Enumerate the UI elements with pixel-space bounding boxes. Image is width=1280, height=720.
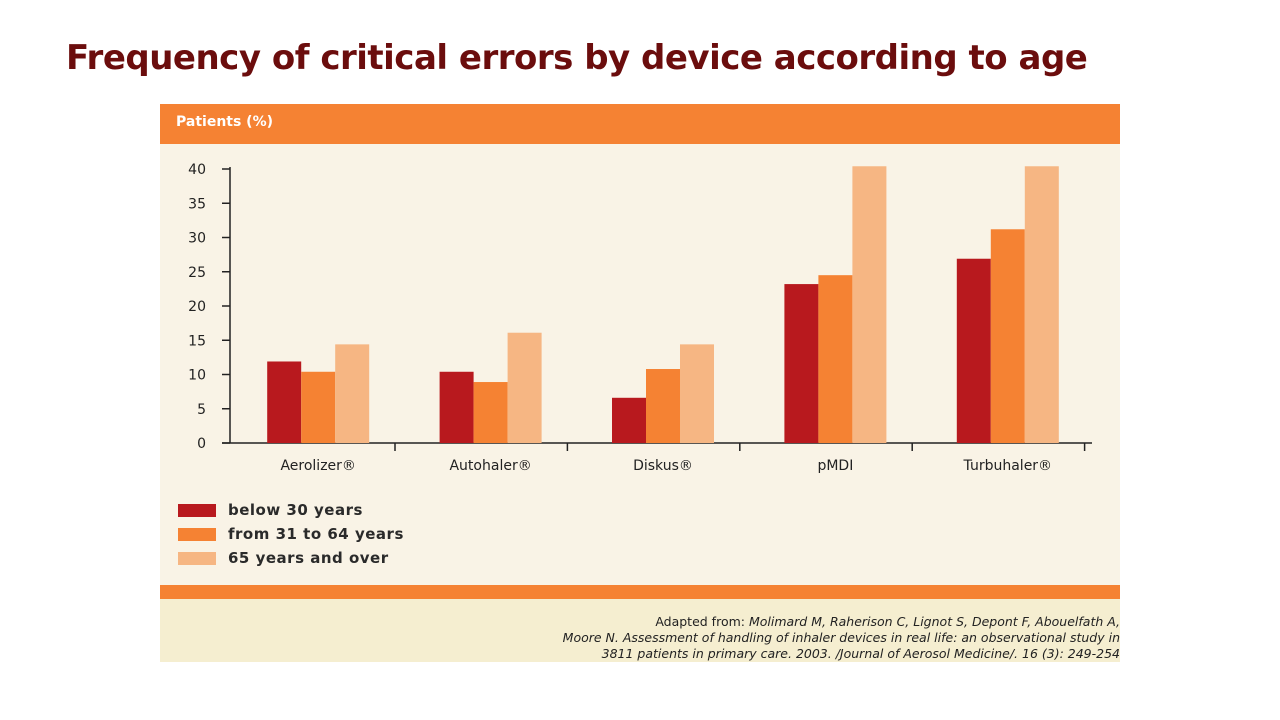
- y-tick-label: 20: [188, 299, 206, 315]
- bar-0-1: [301, 371, 336, 443]
- bar-3-0: [784, 284, 819, 443]
- bar-2-1: [646, 369, 680, 443]
- x-tick-label: Aerolizer®: [280, 458, 355, 474]
- footer-band: [160, 585, 1120, 599]
- slide-title: Frequency of critical errors by device a…: [66, 38, 1088, 78]
- bar-2-0: [612, 397, 646, 443]
- source-lead: Adapted from:: [655, 614, 749, 629]
- bar-1-2: [507, 332, 542, 443]
- bar-0-0: [267, 361, 302, 443]
- y-tick-label: 10: [188, 368, 206, 384]
- y-tick-label: 0: [197, 436, 206, 452]
- legend-label: from 31 to 64 years: [228, 525, 404, 543]
- x-tick-label: pMDI: [817, 458, 853, 474]
- y-tick-label: 40: [188, 162, 206, 178]
- y-tick-label: 35: [188, 196, 206, 212]
- bar-2-2: [680, 344, 714, 443]
- legend-swatch: [178, 527, 216, 541]
- bar-4-0: [956, 258, 991, 443]
- legend-swatch: [178, 551, 216, 565]
- bar-1-1: [473, 382, 508, 443]
- y-axis-label: Patients (%): [176, 114, 274, 130]
- legend: below 30 years from 31 to 64 years 65 year…: [178, 498, 404, 570]
- y-tick-label: 15: [188, 333, 206, 349]
- legend-swatch: [178, 503, 216, 517]
- bar-4-2: [1024, 166, 1059, 443]
- bar-4-1: [990, 229, 1025, 443]
- y-tick-label: 30: [188, 231, 206, 247]
- legend-item: 65 years and over: [178, 546, 404, 570]
- x-tick-label: Diskus®: [633, 458, 693, 474]
- source-line-1: Molimard M, Raherison C, Lignot S, Depon…: [748, 614, 1120, 629]
- legend-item: below 30 years: [178, 498, 404, 522]
- y-tick-label: 25: [188, 265, 206, 281]
- footer-area: [160, 599, 1120, 662]
- source-citation: Adapted from: Molimard M, Raherison C, L…: [220, 614, 1120, 662]
- chart-header-band: Patients (%): [160, 104, 1120, 144]
- source-line-2: Moore N. Assessment of handling of inhal…: [562, 630, 1120, 645]
- source-line-3: 3811 patients in primary care. 2003. /Jo…: [601, 646, 1120, 661]
- bar-0-2: [335, 344, 370, 443]
- legend-label: 65 years and over: [228, 549, 389, 567]
- bar-1-0: [439, 371, 474, 443]
- legend-item: from 31 to 64 years: [178, 522, 404, 546]
- x-tick-label: Turbuhaler®: [963, 458, 1053, 474]
- chart-panel: Patients (%) 0 5 10 15 20 25 30 35 40 Aerolizer® A…: [160, 104, 1120, 662]
- bar-3-1: [818, 275, 853, 443]
- bar-3-2: [852, 166, 887, 443]
- bar-chart: 0 5 10 15 20 25 30 35 40 Aerolizer® Autohaler® Disk…: [188, 162, 1092, 474]
- x-tick-label: Autohaler®: [449, 458, 531, 474]
- y-tick-label: 5: [197, 402, 206, 418]
- legend-label: below 30 years: [228, 501, 363, 519]
